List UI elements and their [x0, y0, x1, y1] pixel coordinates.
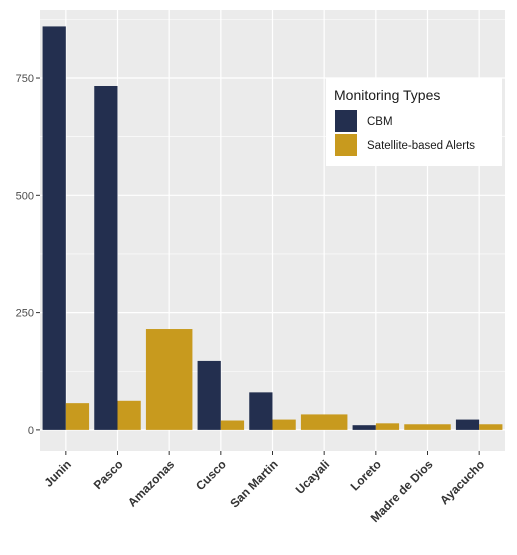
bar-cbm-ayacucho [455, 419, 480, 430]
y-axis: 0 250 500 750 [16, 73, 40, 437]
x-tick-label: Pasco [91, 457, 126, 492]
legend-key-cbm [335, 110, 357, 132]
bar-cbm-cusco [197, 360, 221, 430]
bar-cbm-junin [42, 26, 66, 430]
bar-satellite-ayacucho [479, 424, 503, 430]
x-tick-label: Cusco [193, 457, 229, 493]
y-tick-label: 750 [16, 73, 34, 85]
bar-satellite-madre-de-dios [404, 424, 451, 430]
x-tick-label: Loreto [348, 457, 384, 493]
x-tick-label: Amazonas [125, 457, 178, 510]
y-tick-label: 250 [16, 308, 34, 320]
x-tick-label: San Martin [227, 457, 280, 510]
bar-satellite-amazonas [145, 329, 193, 430]
legend: Monitoring Types CBM Satellite-based Ale… [326, 78, 502, 166]
x-tick-label: Ayacucho [437, 457, 487, 507]
y-tick-label: 0 [28, 425, 34, 437]
x-tick-label: Ucayali [293, 457, 333, 497]
bar-cbm-pasco [94, 86, 118, 430]
bar-satellite-san-martin [272, 419, 296, 430]
bar-satellite-junin [65, 403, 90, 430]
bar-satellite-loreto [375, 423, 400, 430]
legend-title: Monitoring Types [334, 87, 440, 103]
bars [42, 26, 503, 430]
bar-satellite-cusco [220, 420, 245, 430]
legend-key-satellite [335, 134, 357, 156]
bar-satellite-ucayali [300, 414, 348, 430]
bar-cbm-loreto [352, 425, 376, 430]
bar-satellite-pasco [117, 400, 141, 430]
x-tick-label: Junin [41, 457, 74, 490]
legend-label-satellite: Satellite-based Alerts [367, 140, 475, 152]
legend-label-cbm: CBM [367, 116, 393, 128]
y-tick-label: 500 [16, 190, 34, 202]
bar-cbm-san-martin [249, 392, 273, 430]
